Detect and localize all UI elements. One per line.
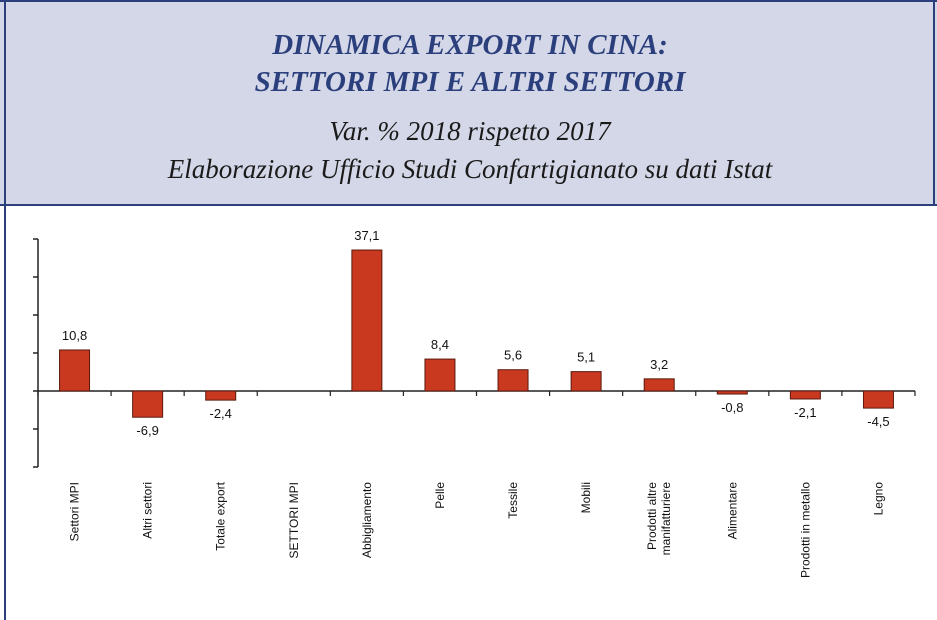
value-label: 10,8 xyxy=(62,328,87,343)
x-tick-label: Settori MPI xyxy=(68,482,82,541)
bar xyxy=(59,349,91,392)
value-label: 5,1 xyxy=(577,350,595,365)
value-label: -0,8 xyxy=(721,400,743,415)
value-label: 3,2 xyxy=(650,357,668,372)
chart-subtitle: Elaborazione Ufficio Studi Confartigiana… xyxy=(167,154,774,184)
bar xyxy=(351,249,383,392)
x-tick-label: Tessile xyxy=(506,482,520,519)
x-tick-label: SETTORI MPI xyxy=(287,482,301,558)
x-tick-label: Pelle xyxy=(433,482,447,509)
value-label: -6,9 xyxy=(136,423,158,438)
value-label: -2,1 xyxy=(794,405,816,420)
x-tick-label: Abbigliamento xyxy=(360,482,374,558)
chart-subtitle: Var. % 2018 rispetto 2017 xyxy=(329,116,612,146)
value-label: -2,4 xyxy=(210,406,232,421)
bar xyxy=(789,390,821,400)
value-label: 37,1 xyxy=(354,228,379,243)
header-band xyxy=(0,0,937,205)
value-label: -4,5 xyxy=(867,414,889,429)
bar xyxy=(132,390,164,418)
bar xyxy=(570,371,602,392)
bar xyxy=(643,378,675,392)
x-tick-label: Prodotti altremanifatturiere xyxy=(645,482,673,556)
bar xyxy=(497,369,529,392)
x-tick-label: Alimentare xyxy=(725,482,739,540)
x-tick-label: Totale export xyxy=(214,481,228,550)
bar xyxy=(716,390,748,395)
bar xyxy=(205,390,237,401)
value-label: 5,6 xyxy=(504,348,522,363)
bar xyxy=(424,358,456,392)
x-tick-label: Legno xyxy=(871,482,885,516)
chart-title: DINAMICA EXPORT IN CINA: xyxy=(271,29,668,61)
value-label: 8,4 xyxy=(431,337,449,352)
x-tick-label: Prodotti in metallo xyxy=(798,482,812,578)
x-tick-label: Mobili xyxy=(579,482,593,513)
chart-title: SETTORI MPI E ALTRI SETTORI xyxy=(255,66,688,98)
bar xyxy=(862,390,894,409)
x-tick-label: Altri settori xyxy=(141,482,155,539)
